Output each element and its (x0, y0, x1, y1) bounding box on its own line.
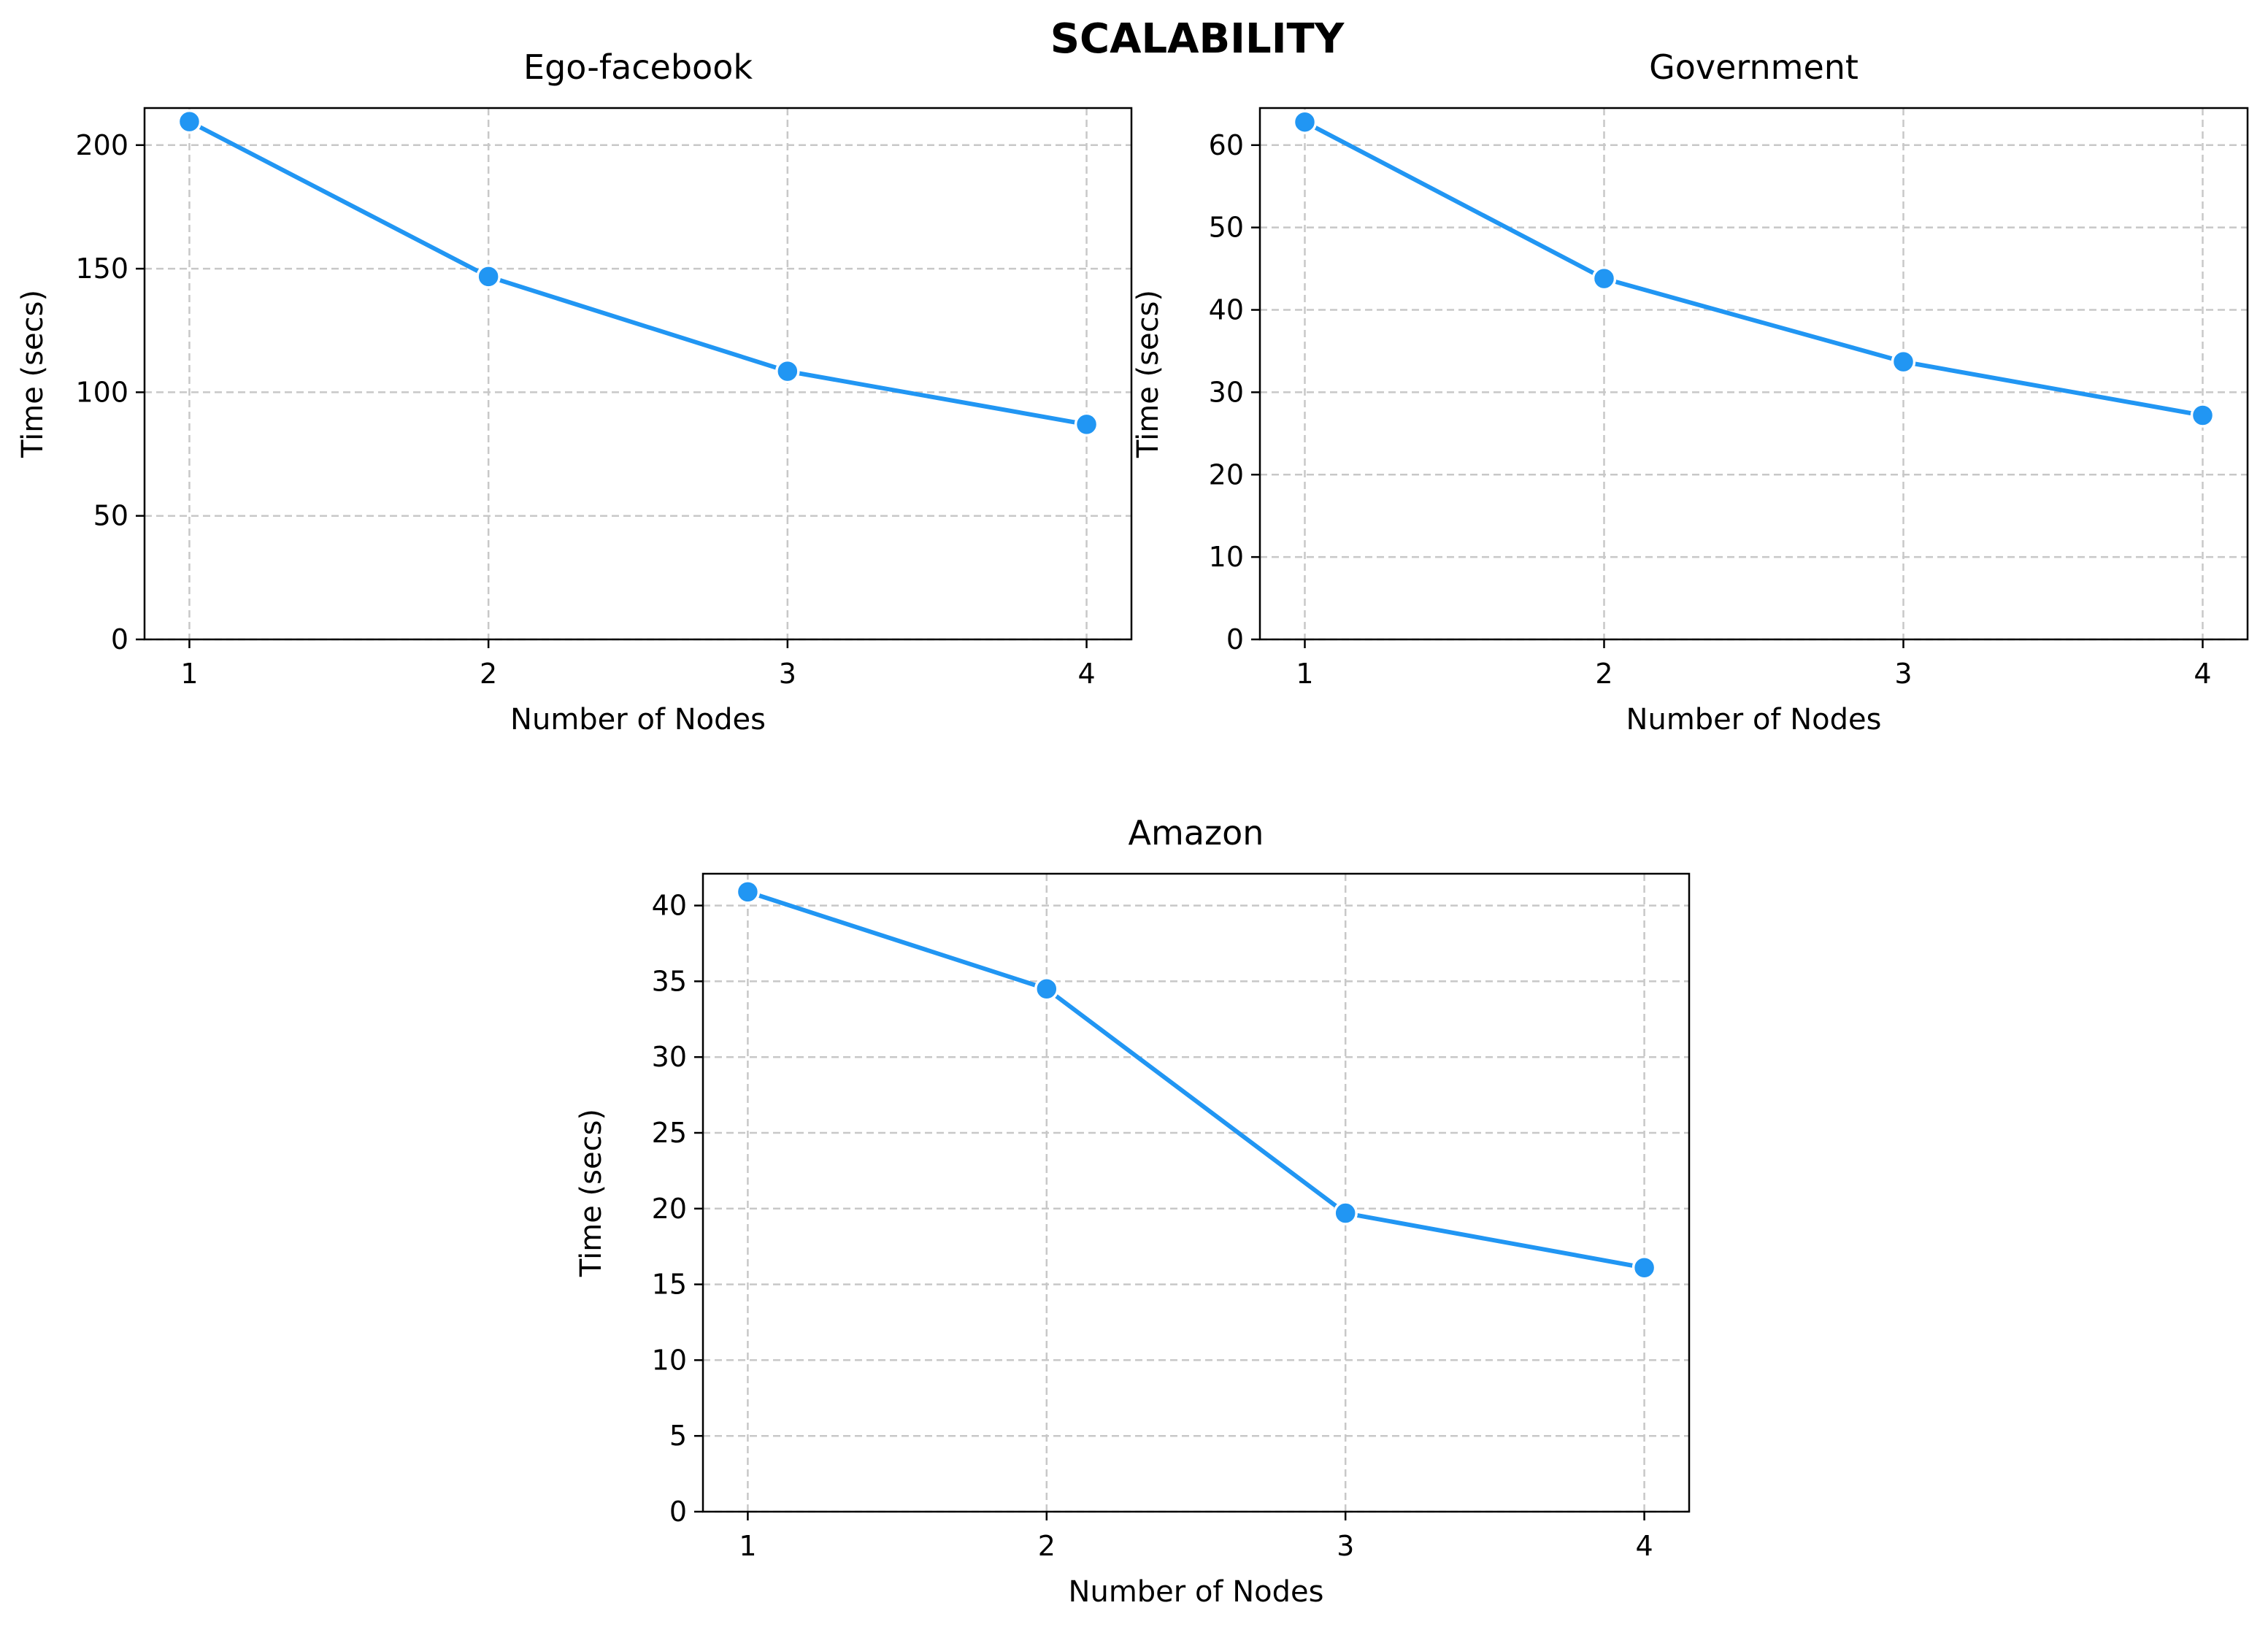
data-point (775, 358, 800, 384)
y-tick-label: 25 (652, 1117, 687, 1149)
chart-title: Government (1649, 47, 1858, 87)
y-tick-label: 10 (1209, 541, 1244, 573)
data-point (476, 264, 501, 289)
gridlines (703, 874, 1689, 1513)
government-chart: 0 10 20 30 40 50 60 1 2 3 4 Government Number of Nod… (1131, 47, 2249, 736)
axes-frame (701, 872, 1691, 1513)
y-tick-label: 200 (75, 129, 128, 161)
chart-title: Ego-facebook (523, 47, 753, 87)
figure-title: SCALABILITY (1050, 15, 1345, 63)
chart-title: Amazon (1129, 813, 1264, 853)
x-axis-label: Number of Nodes (1069, 1575, 1324, 1609)
x-axis-label: Number of Nodes (510, 703, 766, 736)
x-tick-label: 4 (1077, 658, 1095, 690)
data-point (1034, 977, 1059, 1001)
y-tick-label: 20 (1209, 458, 1244, 491)
x-tick-label: 2 (480, 658, 497, 690)
data-point (1631, 1255, 1657, 1280)
y-tick-label: 20 (652, 1193, 687, 1225)
series-line (1302, 120, 2205, 418)
gridlines (145, 108, 1131, 641)
data-point (2190, 403, 2215, 428)
data-point (1074, 412, 1099, 437)
y-tick-label: 100 (75, 376, 128, 408)
x-tick-label: 1 (739, 1530, 756, 1562)
x-tick-label: 4 (1635, 1530, 1653, 1562)
data-point (1891, 349, 1916, 374)
y-tick-label: 0 (1226, 623, 1244, 655)
x-tick-label: 3 (1337, 1530, 1354, 1562)
data-point (1591, 266, 1617, 291)
data-point (1333, 1201, 1358, 1226)
y-tick-label: 5 (669, 1420, 687, 1452)
x-tick-label: 2 (1038, 1530, 1056, 1562)
y-tick-label: 60 (1209, 129, 1244, 161)
y-tick-label: 40 (1209, 294, 1244, 326)
data-point (735, 880, 761, 904)
x-tick-label: 3 (1894, 658, 1912, 690)
y-axis-label: Time (secs) (574, 1109, 608, 1277)
y-tick-label: 10 (652, 1344, 687, 1376)
y-tick-label: 30 (652, 1041, 687, 1073)
y-tick-label: 15 (652, 1269, 687, 1301)
x-tick-label: 3 (779, 658, 796, 690)
y-tick-label: 150 (75, 253, 128, 285)
y-tick-label: 50 (93, 500, 128, 532)
y-axis-label: Time (secs) (16, 290, 50, 458)
y-tick-label: 50 (1209, 212, 1244, 244)
gridlines (1260, 108, 2248, 641)
y-tick-label: 30 (1209, 376, 1244, 408)
series-line (187, 119, 1089, 427)
x-tick-label: 1 (180, 658, 198, 690)
amazon-chart: 0 5 10 15 20 25 30 35 40 1 2 3 4 Amazon Number of Node… (574, 813, 1691, 1609)
x-tick-label: 1 (1296, 658, 1313, 690)
x-tick-label: 2 (1595, 658, 1612, 690)
ego-facebook-chart: 0 50 100 150 200 1 2 3 4 Ego-facebook Number of No… (16, 47, 1133, 736)
series-line (745, 889, 1647, 1270)
x-tick-label: 4 (2194, 658, 2211, 690)
data-point (177, 109, 202, 134)
y-tick-label: 0 (669, 1496, 687, 1528)
y-axis-label: Time (secs) (1131, 290, 1165, 458)
axes-frame (143, 107, 1133, 641)
y-tick-label: 35 (652, 965, 687, 997)
x-axis-label: Number of Nodes (1626, 703, 1882, 736)
y-tick-label: 0 (111, 623, 128, 655)
data-point (1292, 109, 1318, 134)
axes-frame (1258, 107, 2249, 641)
y-tick-label: 40 (652, 890, 687, 922)
